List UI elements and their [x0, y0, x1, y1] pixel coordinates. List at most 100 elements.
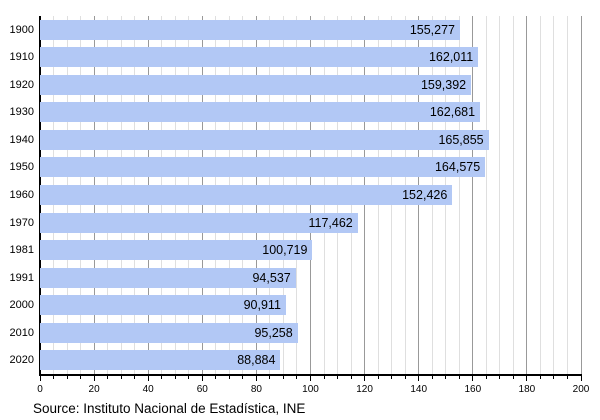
x-tick-minor: [553, 376, 555, 379]
bar-value-label: 164,575: [434, 160, 481, 175]
x-tick-minor: [445, 376, 447, 379]
x-tick-label-140: 140: [410, 384, 428, 395]
x-tick-minor: [174, 376, 176, 379]
gridline-minor: [499, 16, 501, 374]
y-axis-label-1900: 1900: [9, 23, 34, 36]
x-tick-minor: [53, 376, 55, 379]
x-tick-minor: [431, 376, 433, 379]
x-tick-minor: [337, 376, 339, 379]
x-tick-major: [418, 376, 420, 381]
x-tick-minor: [323, 376, 325, 379]
y-axis-label-1940: 1940: [9, 133, 34, 146]
x-tick-minor: [404, 376, 406, 379]
bar-value-label: 165,855: [438, 132, 484, 147]
bar-1910: 162,011: [40, 47, 479, 68]
x-tick-label-100: 100: [302, 384, 319, 395]
x-tick-minor: [80, 376, 82, 379]
x-tick-major: [310, 376, 311, 381]
x-tick-minor: [566, 376, 568, 379]
x-tick-minor: [458, 376, 460, 379]
x-tick-major: [201, 376, 203, 381]
gridline-minor: [485, 16, 487, 374]
x-tick-label-180: 180: [518, 384, 536, 395]
bar-value-label: 100,719: [262, 243, 308, 258]
x-tick-minor: [377, 376, 379, 379]
bar-1991: 94,537: [40, 267, 296, 288]
bar-1940: 165,855: [40, 129, 489, 150]
gridline-minor: [566, 16, 568, 374]
y-axis-label-1950: 1950: [9, 161, 34, 174]
x-tick-major: [580, 376, 582, 381]
x-tick-major: [364, 376, 366, 381]
bar-1930: 162,681: [40, 102, 481, 123]
x-tick-major: [147, 376, 149, 381]
x-tick-minor: [107, 376, 109, 379]
gridline-minor: [512, 16, 514, 374]
x-tick-minor: [499, 376, 501, 379]
x-tick-minor: [161, 376, 163, 379]
y-axis-label-1981: 1981: [9, 244, 34, 257]
x-tick-minor: [350, 376, 352, 379]
bar-value-label: 162,681: [429, 105, 476, 120]
x-tick-minor: [269, 376, 271, 379]
x-tick-label-0: 0: [37, 384, 43, 395]
y-axis-label-1910: 1910: [9, 51, 34, 64]
x-tick-minor: [391, 376, 393, 379]
x-tick-major: [472, 376, 474, 381]
y-axis-label-2020: 2020: [9, 354, 34, 367]
x-tick-minor: [120, 376, 122, 379]
y-axis-label-1930: 1930: [9, 106, 34, 119]
bar-1970: 117,462: [40, 212, 358, 233]
gridline-major: [472, 16, 474, 374]
gridline-minor: [553, 16, 555, 374]
x-tick-minor: [485, 376, 487, 379]
bar-value-label: 94,537: [252, 270, 291, 285]
x-tick-minor: [242, 376, 244, 379]
x-tick-minor: [539, 376, 541, 379]
y-axis-label-1970: 1970: [9, 216, 34, 229]
bar-value-label: 117,462: [308, 215, 353, 230]
bar-value-label: 88,884: [237, 353, 276, 368]
gridline-minor: [539, 16, 541, 374]
y-axis-label-2010: 2010: [9, 326, 34, 339]
bar-1960: 152,426: [40, 185, 453, 205]
x-tick-label-200: 200: [572, 384, 590, 395]
gridline-major: [526, 16, 528, 374]
x-tick-major: [526, 376, 528, 381]
x-tick-minor: [296, 376, 298, 379]
bar-value-label: 159,392: [420, 77, 467, 92]
x-tick-label-20: 20: [88, 384, 100, 395]
gridline-major: [580, 16, 582, 374]
x-tick-minor: [215, 376, 217, 379]
y-axis-label-1960: 1960: [9, 189, 34, 201]
x-tick-major: [255, 376, 257, 381]
x-axis-line: [39, 374, 582, 376]
gridline-minor: [458, 16, 460, 374]
x-tick-label-40: 40: [142, 384, 154, 395]
x-tick-minor: [512, 376, 514, 379]
y-axis-label-2000: 2000: [9, 299, 34, 312]
bar-value-label: 152,426: [402, 188, 448, 202]
bar-value-label: 90,911: [243, 298, 281, 313]
bar-value-label: 95,258: [254, 325, 293, 340]
y-axis-label-1920: 1920: [9, 78, 34, 91]
bar-value-label: 162,011: [428, 50, 474, 65]
x-tick-major: [39, 376, 41, 381]
x-tick-label-160: 160: [464, 384, 482, 395]
source-caption: Source: Instituto Nacional de Estadístic…: [33, 401, 306, 416]
bar-1920: 159,392: [40, 74, 472, 95]
plot-area: 155,277 162,011 159,392 162,681 165,855 164,5…: [39, 16, 582, 376]
bar-1950: 164,575: [40, 157, 486, 178]
x-tick-minor: [282, 376, 284, 379]
x-tick-major: [93, 376, 95, 381]
bar-1981: 100,719: [40, 240, 313, 261]
bar-2020: 88,884: [40, 350, 281, 371]
x-tick-label-60: 60: [196, 384, 208, 395]
bar-1900: 155,277: [40, 19, 461, 40]
y-axis-label-1991: 1991: [9, 271, 34, 284]
x-tick-label-120: 120: [356, 384, 373, 395]
x-tick-minor: [228, 376, 230, 379]
bar-value-label: 155,277: [409, 22, 456, 37]
x-tick-label-80: 80: [250, 384, 262, 395]
